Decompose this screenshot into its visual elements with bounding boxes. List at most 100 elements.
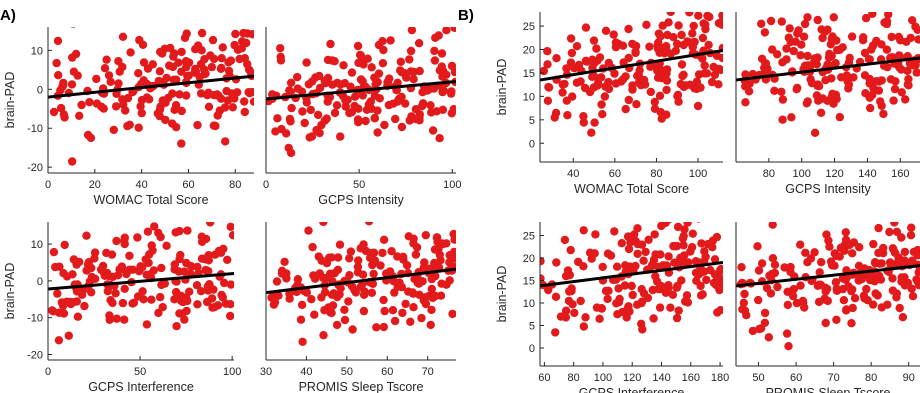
data-point xyxy=(714,19,723,28)
data-point xyxy=(307,132,317,141)
data-point xyxy=(276,44,285,53)
data-point xyxy=(201,234,211,244)
data-point xyxy=(562,64,571,73)
data-point xyxy=(762,68,771,77)
data-point xyxy=(800,303,809,312)
data-point xyxy=(178,309,187,318)
data-point xyxy=(340,305,349,314)
data-point xyxy=(108,272,118,281)
data-point xyxy=(228,103,237,112)
data-point xyxy=(370,114,379,123)
data-point xyxy=(558,80,567,89)
data-point xyxy=(276,56,286,65)
data-point xyxy=(561,313,571,322)
data-point xyxy=(317,120,326,130)
data-point xyxy=(235,54,244,64)
data-point xyxy=(385,267,395,276)
data-point xyxy=(100,271,110,280)
data-point xyxy=(150,222,159,231)
data-point xyxy=(206,222,215,227)
data-point xyxy=(223,255,232,264)
data-point xyxy=(330,57,339,66)
data-point xyxy=(890,222,899,227)
data-point xyxy=(788,291,798,301)
data-point xyxy=(317,293,326,302)
data-point xyxy=(326,39,335,49)
data-point xyxy=(231,29,240,39)
data-point xyxy=(244,65,254,74)
data-point xyxy=(913,25,920,34)
data-point xyxy=(306,105,315,115)
x-tick-label: 90 xyxy=(903,372,915,384)
data-point xyxy=(906,231,916,240)
data-point xyxy=(566,245,575,255)
data-point xyxy=(226,56,236,65)
data-point xyxy=(248,30,254,39)
data-point xyxy=(242,38,251,48)
data-point xyxy=(390,316,400,326)
data-point xyxy=(767,269,777,279)
data-point xyxy=(380,120,389,130)
data-point xyxy=(193,300,202,309)
data-point xyxy=(581,23,591,32)
data-point xyxy=(914,280,920,290)
data-point xyxy=(648,285,657,295)
data-point xyxy=(133,233,142,242)
data-point xyxy=(410,274,419,284)
scatter-panel-7: 60 80 100 120 140 160 180 0 5 10 15 20 25 GCPS Interf… xyxy=(495,222,729,393)
data-point xyxy=(148,60,157,69)
data-point xyxy=(155,67,165,76)
data-point xyxy=(315,128,324,138)
data-point xyxy=(741,70,750,79)
data-point xyxy=(869,239,878,249)
data-point xyxy=(162,241,171,250)
x-tick-label: 80 xyxy=(763,168,775,180)
data-point xyxy=(347,68,357,77)
data-point xyxy=(380,306,389,316)
data-point xyxy=(196,287,206,296)
data-point xyxy=(676,79,685,89)
data-point xyxy=(106,77,115,87)
data-point xyxy=(282,274,291,283)
data-point xyxy=(868,12,877,18)
data-point xyxy=(897,233,906,242)
data-point xyxy=(633,249,642,258)
data-point xyxy=(125,251,134,260)
data-point xyxy=(710,70,720,80)
data-point xyxy=(754,295,763,305)
data-point xyxy=(657,281,666,291)
y-tick-label: 20 xyxy=(523,253,535,265)
data-point xyxy=(335,240,345,249)
data-point xyxy=(136,102,145,111)
data-point xyxy=(601,26,611,35)
data-point xyxy=(633,239,642,249)
data-point xyxy=(631,41,641,51)
data-point xyxy=(848,249,857,258)
data-point xyxy=(226,222,234,231)
data-point xyxy=(48,306,57,315)
data-point xyxy=(825,242,834,251)
data-point xyxy=(803,258,812,267)
data-point xyxy=(367,288,377,297)
data-point xyxy=(327,290,337,299)
data-point xyxy=(627,281,636,291)
data-point xyxy=(841,228,850,237)
data-point xyxy=(286,88,295,97)
data-point xyxy=(816,108,826,118)
data-point xyxy=(544,83,554,92)
data-point xyxy=(663,30,672,40)
y-tick-label: 15 xyxy=(523,68,535,80)
data-point xyxy=(740,289,749,299)
data-point xyxy=(716,306,723,315)
x-tick-label: 40 xyxy=(567,168,579,180)
x-tick-label: 70 xyxy=(422,366,434,378)
data-point xyxy=(691,268,701,277)
data-point xyxy=(204,251,213,260)
data-point xyxy=(613,310,622,319)
y-axis-label: brain-PAD xyxy=(3,263,17,320)
data-point xyxy=(621,104,630,114)
data-point xyxy=(674,21,683,30)
fit-line xyxy=(540,48,723,82)
data-point xyxy=(679,40,688,50)
data-point xyxy=(435,66,444,75)
